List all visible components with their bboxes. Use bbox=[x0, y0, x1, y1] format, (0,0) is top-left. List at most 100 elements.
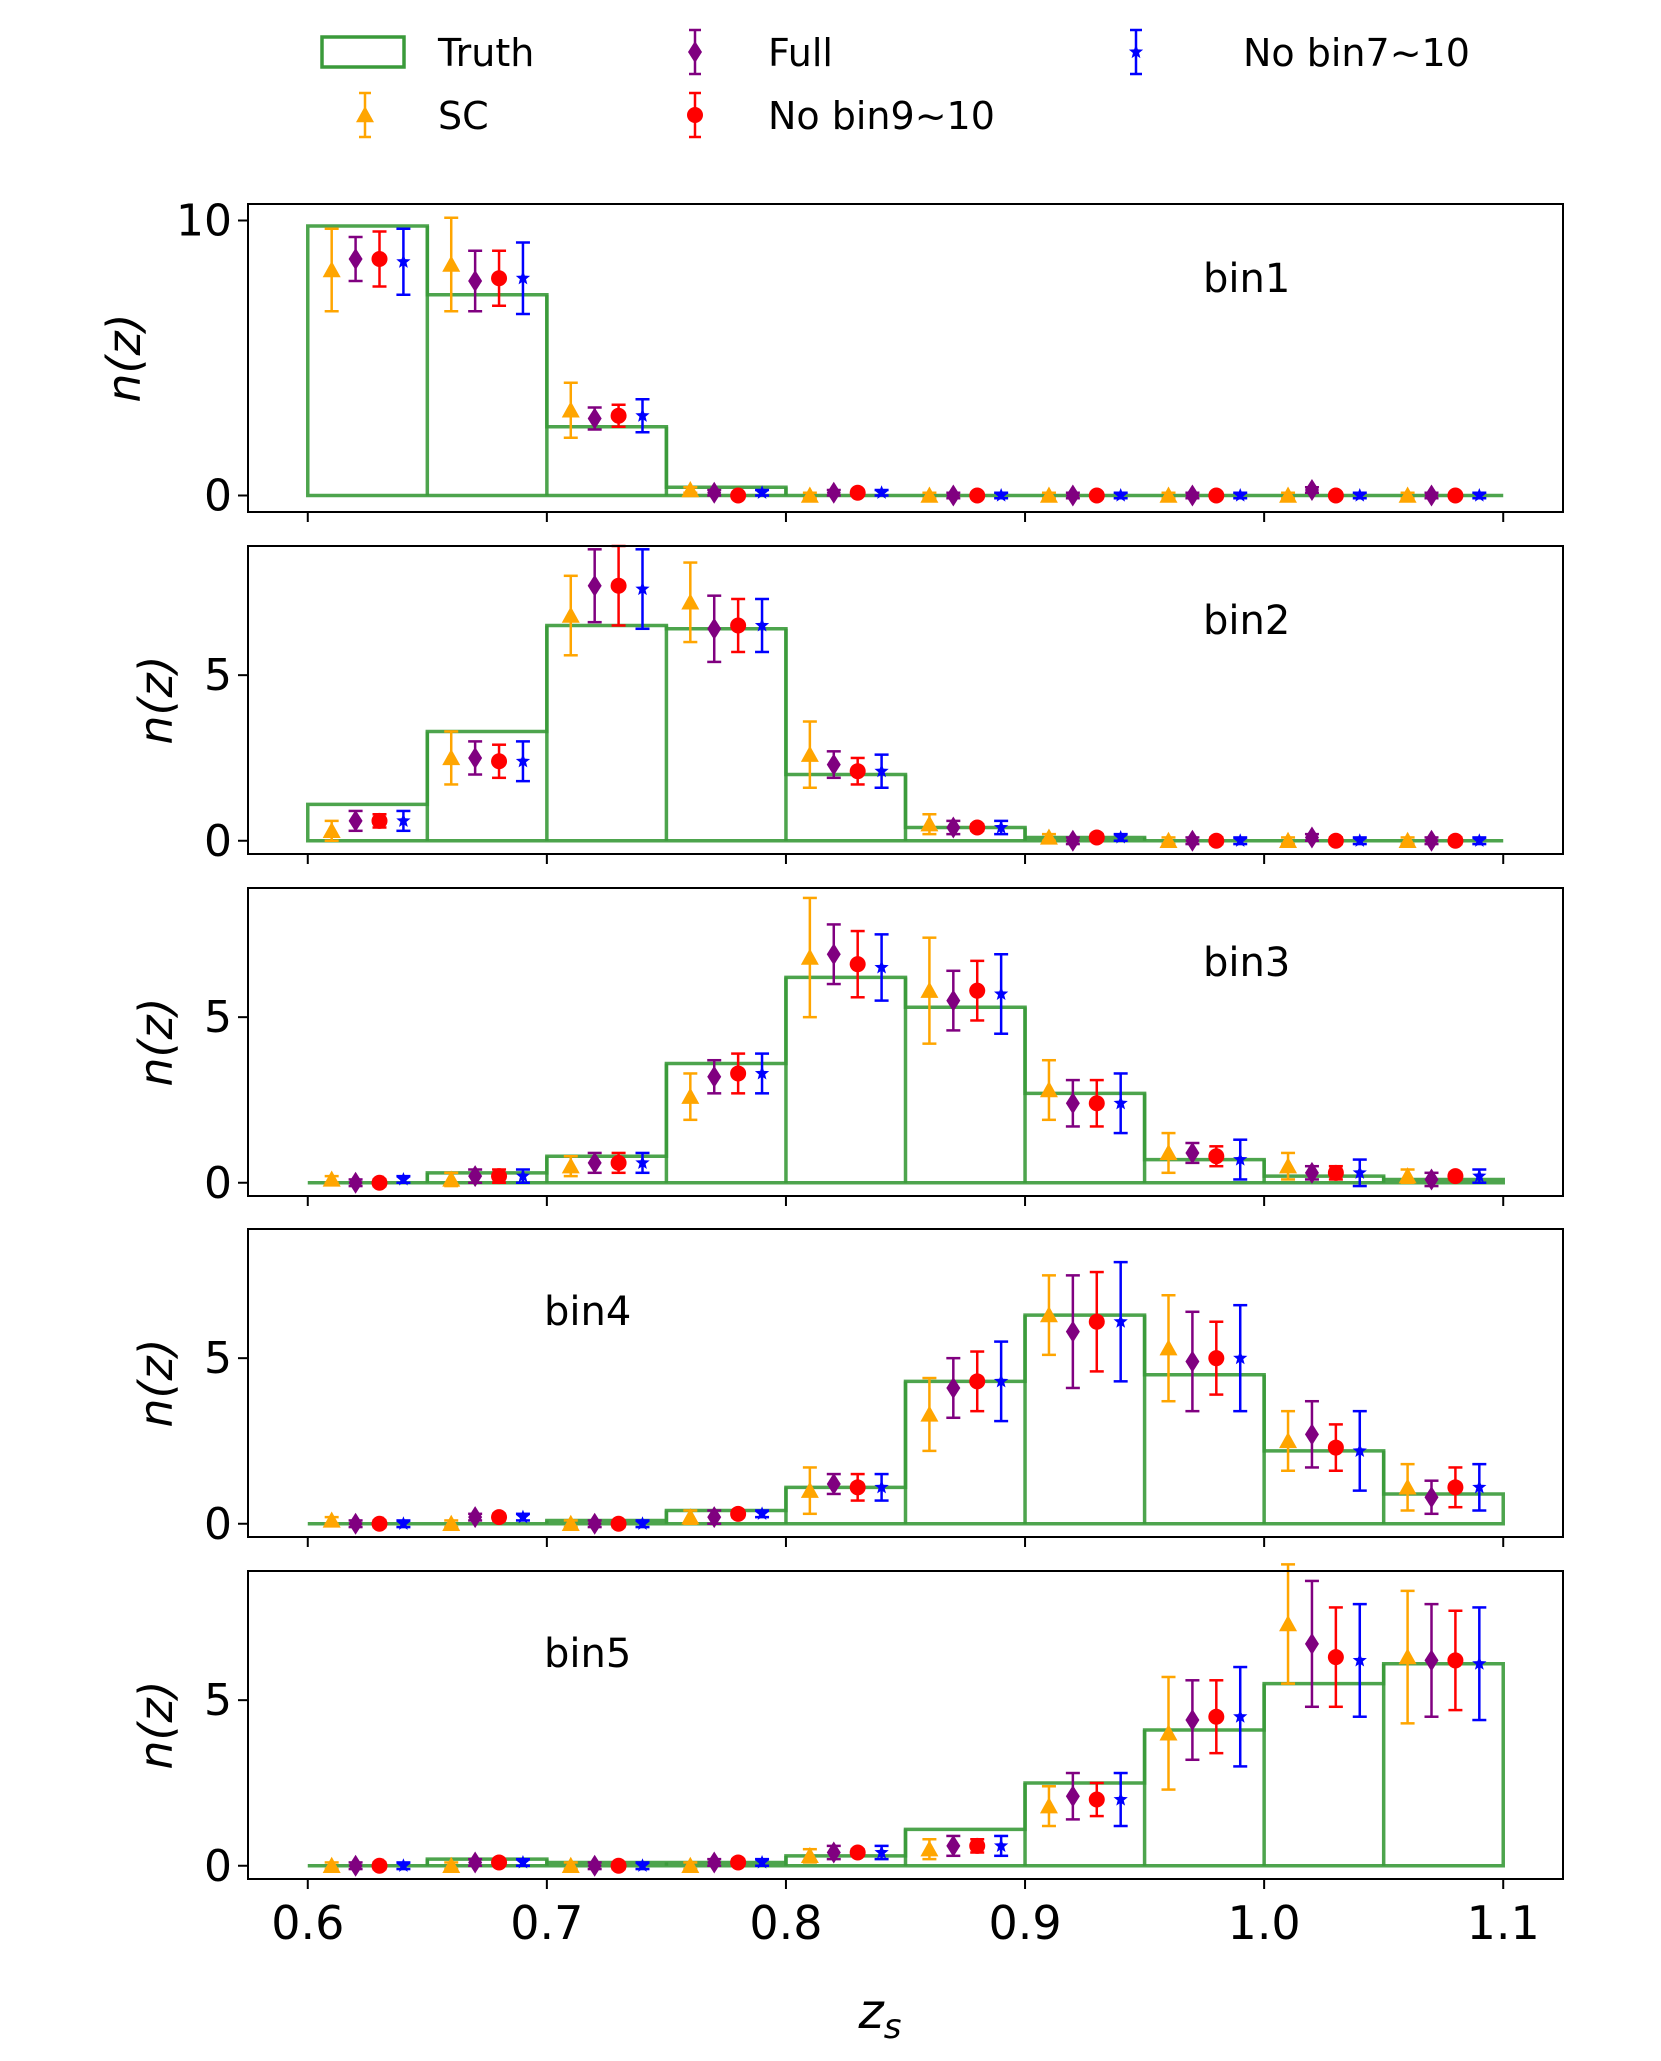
full-point bbox=[826, 1841, 841, 1864]
no910-point bbox=[610, 577, 627, 594]
no910-point bbox=[1327, 1649, 1344, 1666]
no910-point bbox=[969, 1837, 986, 1854]
no710-point bbox=[1233, 833, 1248, 847]
x-tick-label: 0.6 bbox=[271, 1896, 344, 1950]
no710-point bbox=[1352, 1443, 1367, 1457]
full-point bbox=[348, 1512, 363, 1535]
legend-sc-marker bbox=[356, 106, 374, 123]
no910-point bbox=[1327, 1164, 1344, 1181]
full-point bbox=[587, 574, 602, 597]
no710-point bbox=[396, 254, 411, 268]
sc-point bbox=[1279, 486, 1298, 503]
full-point bbox=[468, 1851, 483, 1874]
no710-point bbox=[396, 1858, 411, 1872]
sc-point bbox=[920, 1405, 939, 1422]
no910-point bbox=[1447, 487, 1464, 504]
sc-point bbox=[1398, 486, 1417, 503]
no910-point bbox=[491, 1509, 508, 1526]
sc-point bbox=[1279, 1431, 1298, 1449]
no910-point bbox=[491, 1854, 508, 1871]
full-point bbox=[1424, 829, 1439, 852]
full-point bbox=[1304, 1161, 1319, 1184]
no710-point bbox=[874, 1479, 889, 1494]
legend-label: No bin7~10 bbox=[1243, 31, 1470, 75]
full-point bbox=[826, 753, 841, 776]
y-axis-label: n(z) bbox=[129, 1338, 183, 1427]
sc-point bbox=[442, 255, 461, 272]
sc-point bbox=[1398, 1478, 1417, 1495]
full-point bbox=[1304, 1423, 1319, 1446]
no710-point bbox=[1472, 1656, 1487, 1670]
no910-point bbox=[849, 956, 866, 973]
full-point bbox=[826, 943, 841, 966]
full-point bbox=[1065, 484, 1080, 507]
sc-point bbox=[1159, 1143, 1178, 1161]
full-point bbox=[1185, 1709, 1200, 1732]
sc-point bbox=[1039, 486, 1058, 503]
no910-point bbox=[1088, 1791, 1105, 1808]
no910-point bbox=[1208, 487, 1225, 504]
sc-point bbox=[1398, 831, 1417, 848]
no910-point bbox=[849, 763, 866, 780]
legend-label: SC bbox=[438, 94, 489, 138]
no910-point bbox=[371, 1857, 388, 1874]
no710-point bbox=[874, 1845, 889, 1859]
sc-point bbox=[442, 1856, 461, 1873]
full-point bbox=[826, 1473, 841, 1496]
full-point bbox=[348, 1171, 363, 1194]
no910-point bbox=[1327, 487, 1344, 504]
full-point bbox=[1304, 1632, 1319, 1655]
sc-point bbox=[1159, 1339, 1178, 1356]
y-tick-label: 0 bbox=[204, 1158, 232, 1209]
no910-point bbox=[1327, 832, 1344, 849]
panel-label: bin2 bbox=[1203, 598, 1290, 644]
no710-point bbox=[994, 1838, 1009, 1852]
no910-point bbox=[1208, 1350, 1225, 1367]
sc-point bbox=[681, 1856, 700, 1873]
no710-point bbox=[635, 581, 650, 596]
sc-point bbox=[800, 1481, 819, 1498]
full-point bbox=[946, 484, 961, 507]
y-axis-label: n(z) bbox=[129, 1680, 183, 1769]
panel-label: bin4 bbox=[544, 1289, 631, 1335]
panel-bin5: 0 5 n(z) bin5 bbox=[129, 1563, 1564, 1892]
sc-point bbox=[322, 1856, 341, 1873]
no910-point bbox=[371, 1515, 388, 1532]
no710-point bbox=[1472, 833, 1487, 847]
no910-point bbox=[1208, 1148, 1225, 1165]
sc-point bbox=[681, 1508, 700, 1525]
axes-frame bbox=[247, 1228, 1564, 1538]
no910-point bbox=[969, 819, 986, 836]
full-point bbox=[348, 248, 363, 270]
sc-point bbox=[1039, 1306, 1058, 1323]
sc-point bbox=[442, 1514, 461, 1531]
full-point bbox=[1424, 1486, 1439, 1509]
no910-point bbox=[1327, 1439, 1344, 1456]
no710-point bbox=[754, 1065, 770, 1080]
no910-point bbox=[610, 407, 627, 424]
panel-bin2: 0 5 n(z) bin2 bbox=[129, 544, 1564, 867]
y-tick-label: 0 bbox=[204, 1841, 232, 1892]
no710-point bbox=[515, 270, 531, 285]
y-tick-label: 5 bbox=[204, 992, 232, 1043]
no710-point bbox=[754, 485, 770, 499]
no910-point bbox=[371, 251, 388, 267]
full-point bbox=[468, 1165, 483, 1188]
sc-point bbox=[1039, 1797, 1058, 1814]
no910-point bbox=[1088, 487, 1105, 504]
legend-full-marker bbox=[688, 41, 702, 63]
sc-point bbox=[1159, 486, 1178, 503]
no910-point bbox=[730, 1854, 747, 1871]
axes-frame bbox=[247, 545, 1564, 855]
full-point bbox=[1065, 1320, 1080, 1343]
no910-point bbox=[969, 487, 986, 504]
y-axis-label: n(z) bbox=[97, 313, 151, 402]
no710-point bbox=[874, 763, 889, 778]
panel-label: bin3 bbox=[1203, 940, 1290, 986]
sc-point bbox=[1159, 1724, 1178, 1741]
sc-point bbox=[561, 1856, 580, 1873]
axes-frame bbox=[247, 887, 1564, 1197]
no910-point bbox=[371, 812, 388, 829]
sc-point bbox=[800, 486, 819, 503]
sc-point bbox=[681, 1087, 700, 1104]
